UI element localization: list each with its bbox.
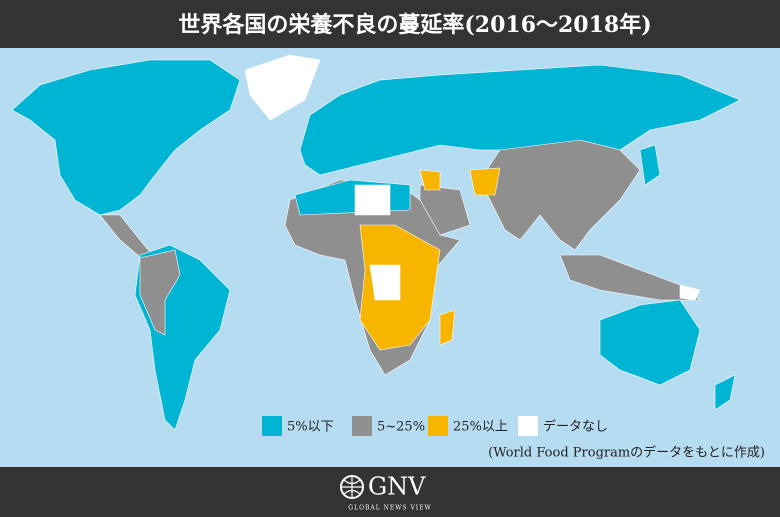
legend-label: 25%以上 [453, 420, 508, 435]
legend: 5%以下 5~25% 25%以上 データなし [262, 416, 608, 436]
legend-label: データなし [543, 419, 608, 435]
new-zealand [714, 374, 736, 411]
source-note: (World Food Programのデータをもとに作成) [488, 445, 765, 461]
australia [599, 299, 701, 386]
legend-swatch [428, 416, 448, 436]
header-bar [0, 0, 780, 48]
legend-swatch [518, 416, 538, 436]
logo-text: GNV [368, 473, 426, 501]
legend-swatch [352, 416, 372, 436]
logo-tagline: GLOBAL NEWS VIEW [348, 505, 431, 512]
libya [354, 184, 391, 216]
logo-lines [341, 476, 363, 498]
legend-label: 5~25% [377, 420, 425, 435]
japan [639, 144, 661, 186]
legend-label: 5%以下 [287, 420, 334, 435]
north-america [11, 59, 241, 216]
andes [139, 249, 181, 336]
afghanistan [469, 167, 501, 196]
greenland [244, 54, 321, 121]
asia [479, 139, 641, 251]
iraq [419, 169, 441, 191]
legend-swatch [262, 416, 282, 436]
europe-russia [299, 64, 741, 176]
southeast-asia [559, 254, 701, 301]
footer-bar [0, 467, 780, 517]
papua-new-guinea [679, 284, 701, 301]
title: 世界各国の栄養不良の蔓延率(2016〜2018年) [178, 12, 651, 38]
regions [11, 54, 741, 431]
drc [369, 264, 401, 301]
madagascar [439, 309, 456, 346]
